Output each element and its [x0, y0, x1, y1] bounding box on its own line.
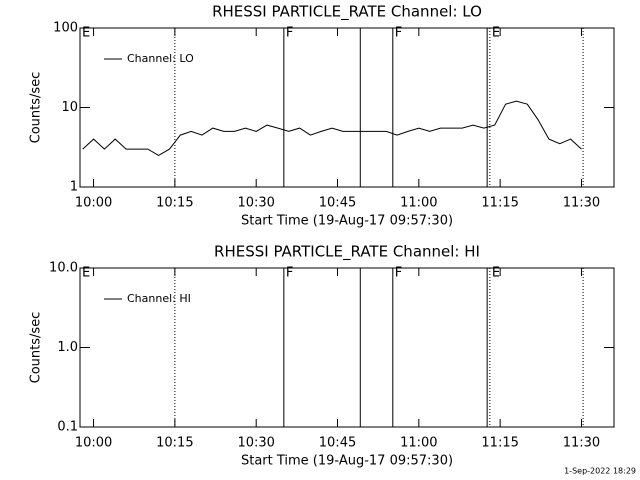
footer: 1-Sep-2022 18:29: [564, 467, 636, 476]
x-tick-label: 10:00: [75, 436, 112, 451]
y-tick-label: 10: [61, 100, 78, 115]
x-tick-label: 10:45: [319, 196, 356, 211]
x-tick-label: 10:00: [75, 196, 112, 211]
x-tick-label: 11:00: [400, 436, 437, 451]
x-tick-label: 10:15: [156, 196, 193, 211]
event-flag: E: [492, 26, 500, 41]
event-flag: F: [286, 26, 293, 41]
x-tick-label: 10:30: [237, 436, 274, 451]
x-tick-label: 11:30: [563, 196, 600, 211]
x-tick-label: 11:15: [481, 196, 518, 211]
event-flag: E: [82, 266, 90, 281]
y-axis-label: Counts/sec: [29, 72, 44, 144]
x-axis-label: Start Time (19-Aug-17 09:57:30): [241, 214, 453, 229]
event-flag: F: [395, 266, 402, 281]
chart-title: RHESSI PARTICLE_RATE Channel: HI: [214, 243, 480, 262]
legend-label: Channel: LO: [127, 52, 194, 65]
x-tick-label: 10:15: [156, 436, 193, 451]
y-tick-label: 1.0: [57, 340, 78, 355]
y-tick-label: 100: [53, 21, 78, 36]
event-flag: F: [286, 266, 293, 281]
y-axis-label: Counts/sec: [29, 312, 44, 384]
y-tick-label: 0.1: [57, 420, 78, 435]
event-flag: E: [492, 266, 500, 281]
x-tick-label: 11:00: [400, 196, 437, 211]
x-tick-label: 10:30: [237, 196, 274, 211]
y-tick-label: 1: [70, 180, 78, 195]
x-tick-label: 10:45: [319, 436, 356, 451]
data-line: [82, 100, 582, 156]
event-flag: F: [395, 26, 402, 41]
legend-label: Channel: HI: [127, 292, 191, 305]
x-tick-label: 11:30: [563, 436, 600, 451]
x-tick-label: 11:15: [481, 436, 518, 451]
event-flag: E: [82, 26, 90, 41]
chart-title: RHESSI PARTICLE_RATE Channel: LO: [212, 3, 482, 22]
x-axis-label: Start Time (19-Aug-17 09:57:30): [241, 454, 453, 469]
y-tick-label: 10.0: [49, 261, 78, 276]
